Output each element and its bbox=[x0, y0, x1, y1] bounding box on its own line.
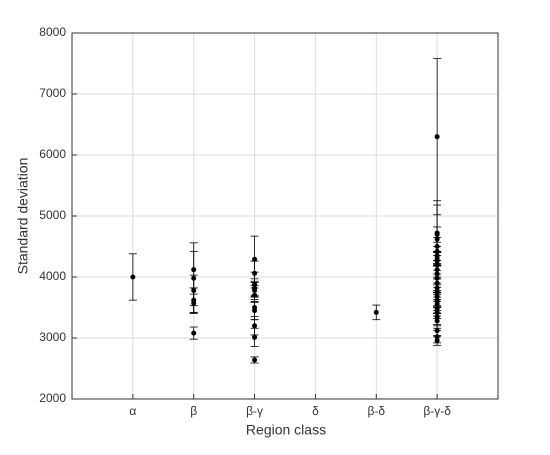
point bbox=[252, 308, 258, 314]
y-tick-label: 4000 bbox=[39, 269, 66, 283]
point bbox=[191, 300, 197, 306]
point bbox=[252, 357, 258, 363]
x-axis-label: Region class bbox=[246, 422, 326, 438]
y-tick-label: 3000 bbox=[39, 330, 66, 344]
point bbox=[373, 309, 379, 315]
point bbox=[252, 323, 258, 329]
plot-frame bbox=[71, 32, 499, 400]
point bbox=[434, 337, 440, 343]
y-tick-label: 8000 bbox=[39, 25, 66, 39]
x-tick-label: β bbox=[190, 404, 197, 418]
x-tick-label: δ bbox=[312, 404, 319, 418]
x-tick-label: α bbox=[129, 404, 136, 418]
x-tick-label: β-δ bbox=[367, 404, 385, 418]
y-tick-label: 7000 bbox=[39, 86, 66, 100]
y-tick-label: 5000 bbox=[39, 208, 66, 222]
point bbox=[434, 134, 440, 140]
point bbox=[130, 274, 136, 280]
y-axis-label: Standard deviation bbox=[15, 158, 31, 275]
x-tick-label: β-γ-δ bbox=[423, 404, 451, 418]
point bbox=[252, 334, 258, 340]
point bbox=[434, 318, 440, 324]
point bbox=[191, 330, 197, 336]
y-tick-label: 2000 bbox=[39, 391, 66, 405]
x-tick-label: β-γ bbox=[246, 404, 263, 418]
point bbox=[252, 256, 258, 262]
y-tick-label: 6000 bbox=[39, 147, 66, 161]
